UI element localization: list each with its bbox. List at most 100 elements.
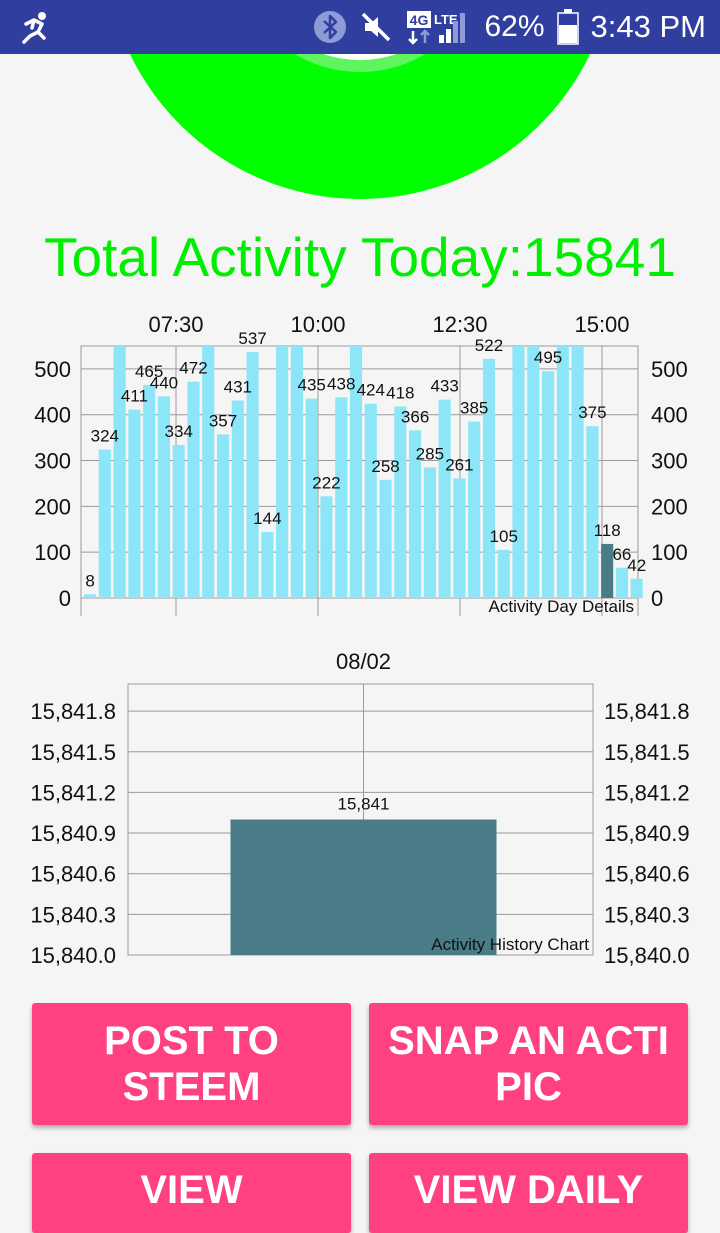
bar[interactable]	[276, 346, 289, 598]
bar[interactable]	[216, 434, 230, 598]
activity-ring	[0, 54, 720, 214]
bar[interactable]	[230, 819, 497, 956]
view-button[interactable]: VIEW	[32, 1153, 351, 1233]
y-tick-label-right: 200	[651, 494, 688, 519]
bar[interactable]	[261, 532, 274, 598]
y-tick-label-right: 15,840.6	[604, 862, 690, 887]
bar[interactable]	[556, 346, 569, 598]
bar[interactable]	[512, 346, 525, 598]
bar[interactable]	[615, 567, 628, 598]
y-tick-label-left: 500	[34, 357, 71, 382]
bar[interactable]	[320, 496, 333, 598]
snap-activity-pic-button[interactable]: SNAP AN ACTI PIC	[369, 1003, 688, 1125]
bar[interactable]	[423, 467, 436, 598]
bar[interactable]	[379, 479, 392, 598]
bar[interactable]	[630, 578, 643, 598]
y-tick-label-left: 15,840.6	[30, 862, 116, 887]
post-to-steem-button[interactable]: POST TO STEEM	[32, 1003, 351, 1125]
bar-value-label: 433	[430, 377, 458, 396]
bar[interactable]	[364, 403, 377, 598]
bar[interactable]	[202, 346, 215, 598]
bar[interactable]	[84, 594, 97, 598]
bar-value-label: 435	[297, 376, 325, 395]
bar[interactable]	[113, 346, 126, 598]
bar[interactable]	[497, 549, 510, 598]
chart-description: Activity Day Details	[489, 597, 634, 616]
y-tick-label-left: 400	[34, 403, 71, 428]
battery-percent: 62%	[484, 10, 545, 43]
y-tick-label-left: 300	[34, 449, 71, 474]
bar-value-label: 465	[135, 362, 163, 381]
bar[interactable]	[438, 399, 451, 598]
bar[interactable]	[172, 444, 185, 598]
bar-value-label: 472	[179, 359, 207, 378]
time-label: 15:00	[574, 312, 629, 337]
bar-value-label: 440	[150, 373, 178, 392]
bar-value-label: 8	[85, 571, 94, 590]
bar-value-label: 431	[224, 378, 252, 397]
bar[interactable]	[231, 400, 244, 598]
time-label: 07:30	[148, 312, 203, 337]
bar[interactable]	[571, 346, 584, 598]
bar-value-label: 285	[416, 444, 444, 463]
bar[interactable]	[409, 430, 422, 598]
bar[interactable]	[527, 346, 540, 598]
y-tick-label-left: 100	[34, 540, 71, 565]
y-tick-label-left: 15,840.9	[30, 821, 116, 846]
status-bar: 4G LTE 62% 3:43 PM	[0, 0, 720, 54]
bar-value-label: 334	[165, 422, 193, 441]
bar[interactable]	[290, 346, 303, 598]
bar-value-label: 385	[460, 399, 488, 418]
bar[interactable]	[453, 478, 466, 598]
bar-value-label: 258	[371, 457, 399, 476]
bar-value-label: 537	[238, 329, 266, 348]
y-tick-label-left: 15,841.2	[30, 780, 116, 805]
network-type-label: 4G	[409, 12, 428, 28]
y-tick-label-right: 15,840.0	[604, 943, 690, 968]
bar[interactable]	[128, 409, 141, 598]
y-tick-label-left: 15,841.8	[30, 699, 116, 724]
bar[interactable]	[335, 397, 348, 598]
bar[interactable]	[482, 358, 496, 598]
total-activity-title: Total Activity Today:15841	[44, 226, 676, 288]
bar[interactable]	[394, 406, 407, 598]
bar-value-label: 324	[91, 427, 119, 446]
clock-time: 3:43 PM	[590, 9, 706, 44]
y-tick-label-right: 0	[651, 586, 663, 611]
bar-value-label: 366	[401, 407, 429, 426]
bar[interactable]	[187, 381, 200, 598]
y-tick-label-right: 400	[651, 403, 688, 428]
bar[interactable]	[143, 384, 156, 598]
bar[interactable]	[98, 449, 111, 598]
bar[interactable]	[246, 351, 259, 598]
lte-label: LTE	[434, 12, 458, 27]
bar-value-label: 424	[357, 381, 385, 400]
time-label: 10:00	[290, 312, 345, 337]
bar-value-label: 118	[594, 521, 621, 540]
view-daily-button[interactable]: VIEW DAILY	[369, 1153, 688, 1233]
y-tick-label-left: 15,840.3	[30, 902, 116, 927]
bar[interactable]	[586, 426, 599, 598]
bar[interactable]	[468, 421, 481, 598]
bar-value-label: 375	[578, 403, 606, 422]
y-tick-label-right: 300	[651, 449, 688, 474]
y-tick-label-left: 0	[59, 586, 71, 611]
bar[interactable]	[305, 398, 318, 598]
bar[interactable]	[601, 543, 614, 598]
bar-value-label: 105	[490, 527, 518, 546]
chart-description: Activity History Chart	[431, 935, 589, 954]
bar[interactable]	[157, 396, 170, 598]
y-tick-label-left: 15,841.5	[30, 740, 116, 765]
bar-value-label: 66	[612, 545, 631, 564]
bar-value-label: 411	[121, 387, 148, 406]
y-tick-label-right: 100	[651, 540, 688, 565]
activity-history-chart: 15,840.0 15,840.0 15,840.3 15,840.3 15,840.6…	[30, 649, 690, 968]
bar-value-label: 261	[445, 455, 473, 474]
y-tick-label-right: 15,841.2	[604, 780, 690, 805]
mute-icon	[361, 12, 390, 42]
bar[interactable]	[349, 346, 363, 598]
bar-value-label: 144	[253, 509, 281, 528]
4g-lte-icon: 4G LTE	[406, 11, 465, 45]
bar-value-label: 418	[386, 383, 414, 402]
bar[interactable]	[542, 371, 555, 598]
